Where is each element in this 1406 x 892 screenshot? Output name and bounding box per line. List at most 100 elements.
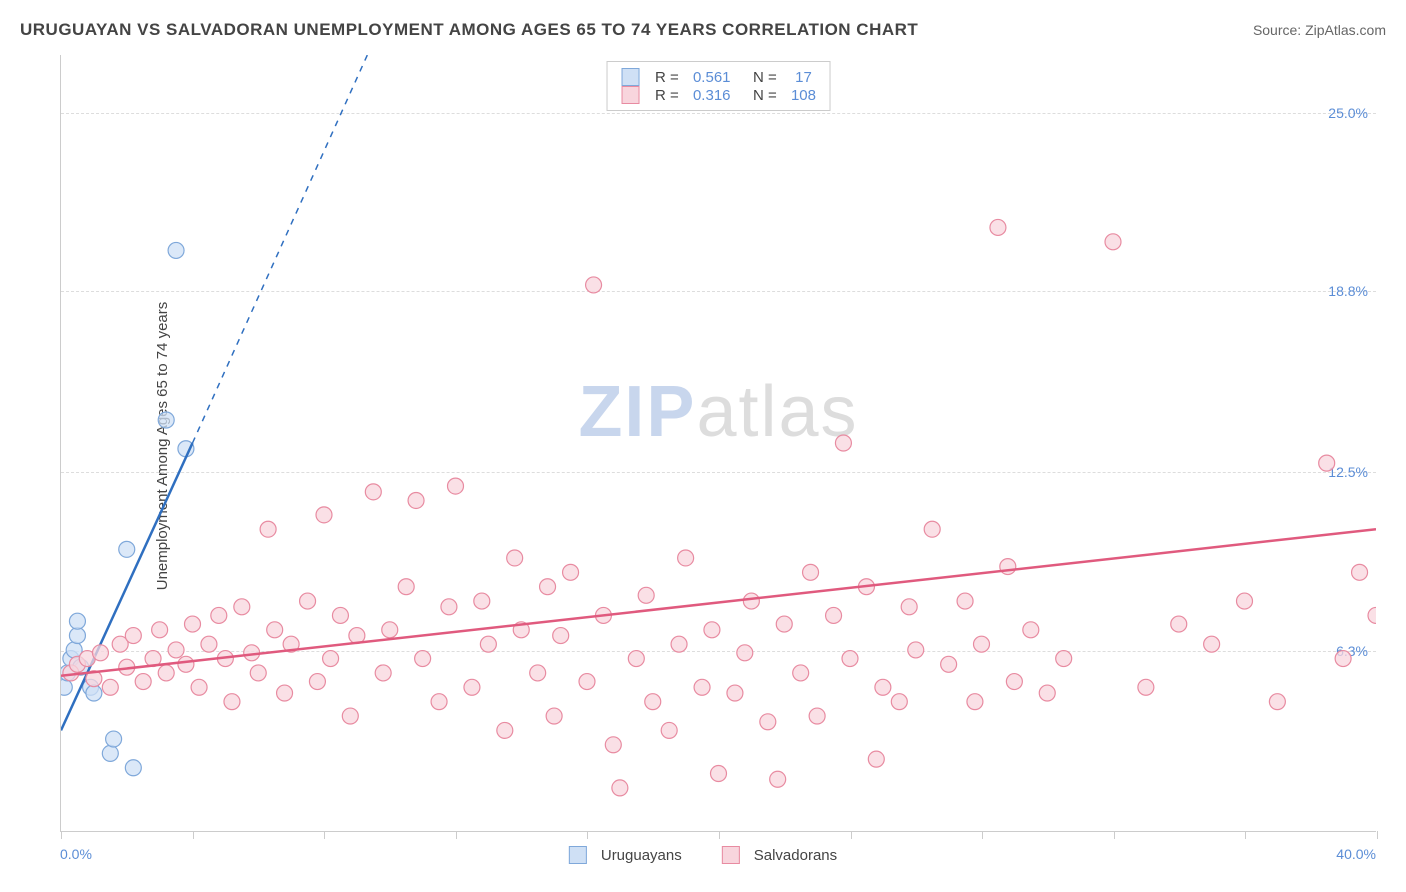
data-point [826,607,842,623]
data-point [1204,636,1220,652]
data-point [530,665,546,681]
data-point [901,599,917,615]
data-point [464,679,480,695]
data-point [941,656,957,672]
data-point [448,478,464,494]
data-point [365,484,381,500]
data-point [316,507,332,523]
data-point [69,628,85,644]
x-axis-max-label: 40.0% [1336,846,1376,862]
data-point [102,679,118,695]
data-point [431,694,447,710]
stat-r-label: R = [655,69,683,86]
data-point [694,679,710,695]
data-point [842,651,858,667]
data-point [776,616,792,632]
data-point [86,685,102,701]
data-point [770,771,786,787]
data-point [586,277,602,293]
data-point [267,622,283,638]
data-point [908,642,924,658]
data-point [540,579,556,595]
data-point [1023,622,1039,638]
legend-stat-row: R = 0.561 N = 17 [621,68,816,86]
data-point [152,622,168,638]
legend-label: Salvadorans [754,847,837,864]
data-point [168,642,184,658]
header: URUGUAYAN VS SALVADORAN UNEMPLOYMENT AMO… [20,20,1386,40]
data-point [1056,651,1072,667]
trend-line-dashed [193,55,407,443]
data-point [605,737,621,753]
data-point [727,685,743,701]
data-point [835,435,851,451]
data-point [661,722,677,738]
stat-n-value: 108 [791,87,816,104]
data-point [69,613,85,629]
data-point [168,242,184,258]
data-point [211,607,227,623]
swatch-icon [621,68,639,86]
data-point [201,636,217,652]
x-tick [851,831,852,839]
data-point [868,751,884,767]
data-point [671,636,687,652]
legend-item: Salvadorans [722,846,837,864]
data-point [158,412,174,428]
data-point [678,550,694,566]
x-tick [193,831,194,839]
data-point [125,628,141,644]
source-label: Source: ZipAtlas.com [1253,22,1386,38]
data-point [1006,674,1022,690]
data-point [579,674,595,690]
x-tick [456,831,457,839]
data-point [1352,564,1368,580]
swatch-icon [569,846,587,864]
data-point [875,679,891,695]
x-tick [1377,831,1378,839]
data-point [760,714,776,730]
data-point [1000,559,1016,575]
data-point [1269,694,1285,710]
data-point [119,541,135,557]
data-point [1105,234,1121,250]
data-point [474,593,490,609]
data-point [990,219,1006,235]
data-point [250,665,266,681]
data-point [408,492,424,508]
x-tick [982,831,983,839]
data-point [1138,679,1154,695]
data-point [178,656,194,672]
data-point [612,780,628,796]
data-point [645,694,661,710]
data-point [793,665,809,681]
data-point [737,645,753,661]
data-point [974,636,990,652]
legend-item: Uruguayans [569,846,682,864]
data-point [957,593,973,609]
plot-area: ZIPatlas R = 0.561 N = 17R = 0.316 N = 1… [60,55,1376,832]
legend-label: Uruguayans [601,847,682,864]
data-point [234,599,250,615]
data-point [398,579,414,595]
data-point [185,616,201,632]
chart-container: ZIPatlas R = 0.561 N = 17R = 0.316 N = 1… [60,55,1376,832]
data-point [704,622,720,638]
trend-line [61,443,193,730]
x-tick [1114,831,1115,839]
data-point [546,708,562,724]
data-point [375,665,391,681]
stat-n-label: N = [741,87,781,104]
data-point [191,679,207,695]
data-point [106,731,122,747]
data-point [711,766,727,782]
swatch-icon [722,846,740,864]
data-point [332,607,348,623]
data-point [628,651,644,667]
data-point [507,550,523,566]
data-point [1171,616,1187,632]
data-point [441,599,457,615]
x-tick [587,831,588,839]
legend-stats: R = 0.561 N = 17R = 0.316 N = 108 [606,61,831,111]
legend-stat-row: R = 0.316 N = 108 [621,86,816,104]
